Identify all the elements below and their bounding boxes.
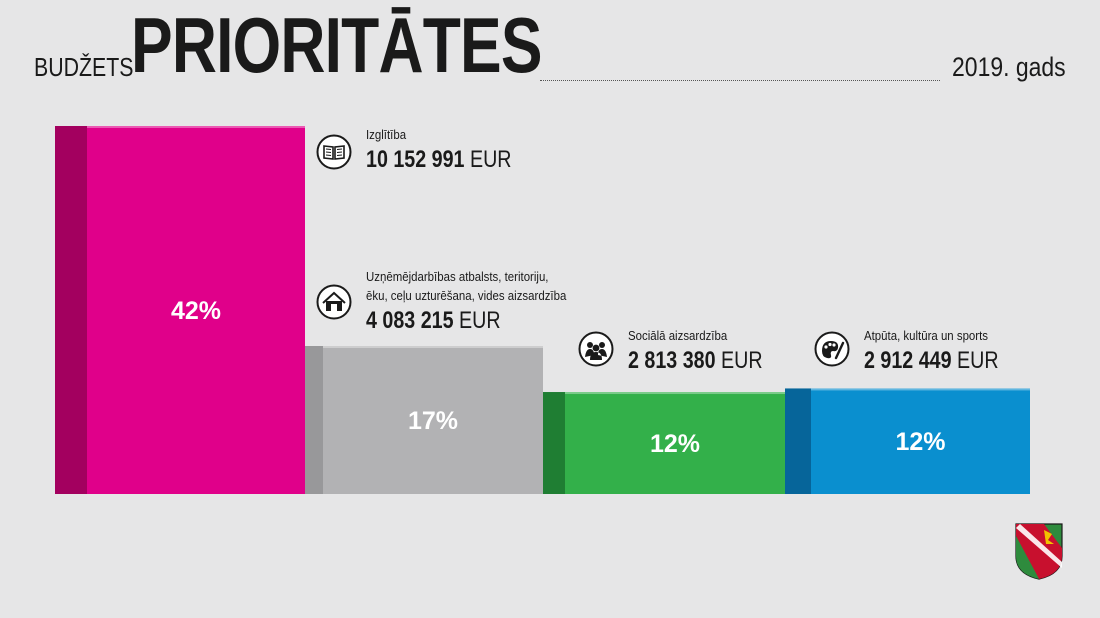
bar-face-2 [565,392,785,494]
coat-of-arms-logo [1015,523,1063,580]
bar-shade-0 [55,126,87,494]
bar-shade-2 [543,392,565,494]
bar-2: 12% [543,392,785,494]
bar-3: 12% [785,388,1030,494]
header-subtitle: BUDŽETS [34,52,134,82]
category-amount: 2 912 449 EUR [864,347,999,374]
people-icon [578,331,614,367]
bar-percent-label-1: 17% [408,407,458,435]
bar-face-1 [323,346,543,494]
header-divider [540,80,940,81]
category-amount: 4 083 215 EUR [366,307,501,334]
house-icon [316,284,352,320]
category-label: Atpūta, kultūra un sports [864,328,989,343]
bar-face-0 [87,126,305,494]
bar-shade-3 [785,388,811,494]
page-title: PRIORITĀTES [131,1,543,89]
bar-highlight-3 [811,388,1030,391]
category-label: Sociālā aizsardzība [628,328,728,343]
bar-highlight-2 [565,392,785,395]
bar-highlight-1 [323,346,543,349]
category-label: Izglītība [366,127,407,142]
category-amount: 10 152 991 EUR [366,146,512,173]
bar-percent-label-3: 12% [895,428,945,456]
bar-percent-label-0: 42% [171,297,221,325]
bar-shade-1 [305,346,323,494]
book-icon [316,134,352,170]
bar-1: 17% [305,346,543,494]
year-label: 2019. gads [952,52,1066,82]
category-amount: 2 813 380 EUR [628,347,763,374]
category-label-line-2: ēku, ceļu uzturēšana, vides aizsardzība [366,288,567,303]
bar-percent-label-2: 12% [650,430,700,458]
palette-icon [814,331,850,367]
category-label-line-1: Uzņēmējdarbības atbalsts, teritoriju, [366,269,549,284]
bar-highlight-0 [87,126,305,128]
bar-0: 42% [55,126,305,494]
bar-face-3 [811,388,1030,494]
